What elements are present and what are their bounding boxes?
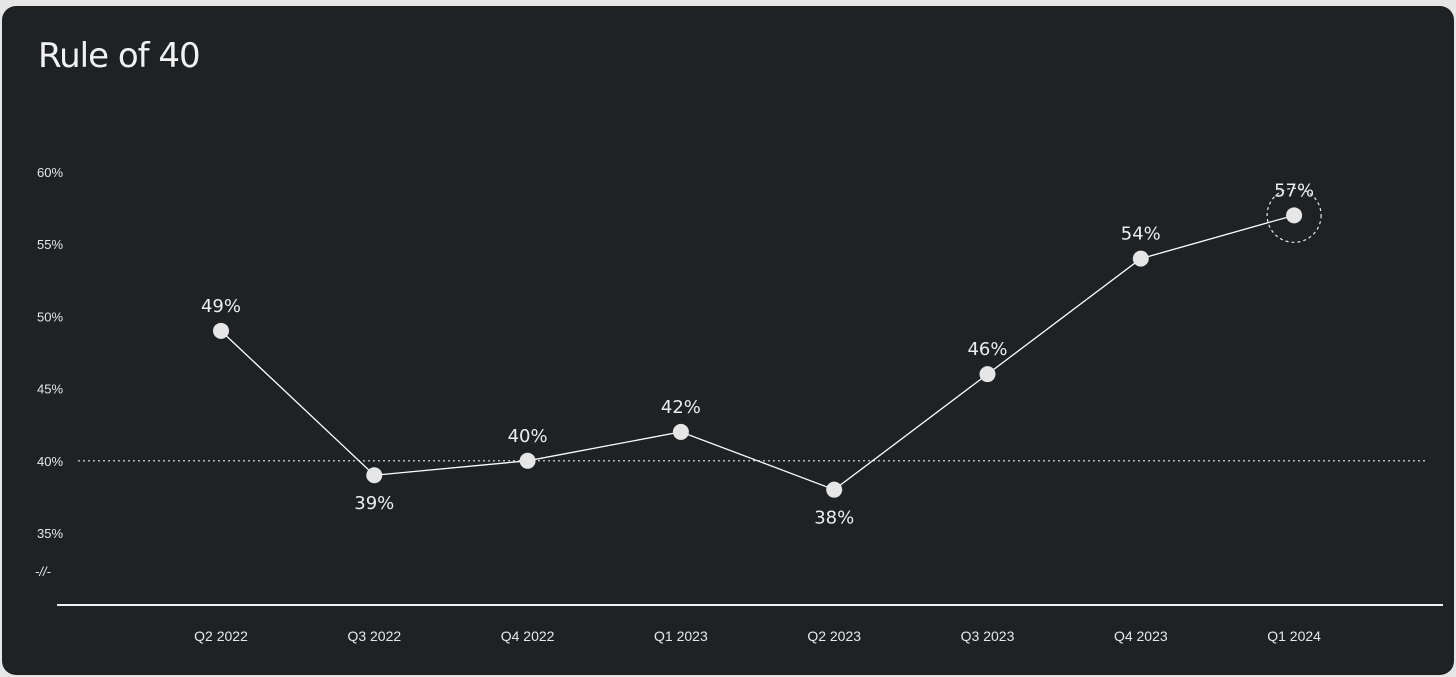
data-point xyxy=(979,366,996,383)
x-tick-label: Q1 2023 xyxy=(654,628,708,644)
data-label: 42% xyxy=(661,397,701,418)
highlight-circle xyxy=(1266,187,1322,243)
data-label: 54% xyxy=(1121,224,1161,245)
data-point xyxy=(672,423,689,440)
data-point xyxy=(519,452,536,469)
x-tick-label: Q4 2023 xyxy=(1114,628,1168,644)
data-points xyxy=(213,207,1303,498)
x-tick-label: Q4 2022 xyxy=(501,628,555,644)
data-labels: 49% 39% 40% 42% 38% 46% 54% 57% xyxy=(201,180,1314,528)
chart-card: Rule of 40 35% 40% 45% 50% 55% 60% -//- Q2 20… xyxy=(2,6,1454,675)
y-tick-label: 35% xyxy=(37,526,63,541)
data-label: 40% xyxy=(508,426,548,447)
data-point xyxy=(366,467,383,484)
y-tick-label: 60% xyxy=(37,165,63,180)
x-tick-label: Q2 2022 xyxy=(194,628,248,644)
highlight-ring xyxy=(1266,187,1322,243)
x-tick-label: Q2 2023 xyxy=(807,628,861,644)
y-tick-label: 50% xyxy=(37,309,63,324)
data-point xyxy=(1286,207,1303,224)
x-tick-label: Q3 2023 xyxy=(961,628,1015,644)
data-label: 39% xyxy=(354,493,394,514)
data-label: 38% xyxy=(814,508,854,529)
series-line xyxy=(220,214,1295,491)
data-label: 57% xyxy=(1274,180,1314,201)
data-point xyxy=(213,322,229,339)
y-axis-ticks: 35% 40% 45% 50% 55% 60% xyxy=(37,165,63,541)
x-tick-label: Q1 2024 xyxy=(1267,628,1321,644)
data-label: 49% xyxy=(201,296,241,317)
data-point xyxy=(1132,250,1149,267)
data-label: 46% xyxy=(967,339,1007,360)
y-tick-label: 45% xyxy=(37,382,63,397)
axis-break-marker: -//- xyxy=(35,564,52,579)
line-chart: 35% 40% 45% 50% 55% 60% -//- Q2 2022 Q3 2022 Q4… xyxy=(35,165,1443,644)
y-tick-label: 40% xyxy=(37,454,63,469)
x-tick-label: Q3 2022 xyxy=(347,628,401,644)
chart-title: Rule of 40 xyxy=(38,36,201,76)
data-point xyxy=(826,481,843,498)
x-axis-ticks: Q2 2022 Q3 2022 Q4 2022 Q1 2023 Q2 2023 Q3 20… xyxy=(194,628,1321,644)
y-tick-label: 55% xyxy=(37,237,63,252)
